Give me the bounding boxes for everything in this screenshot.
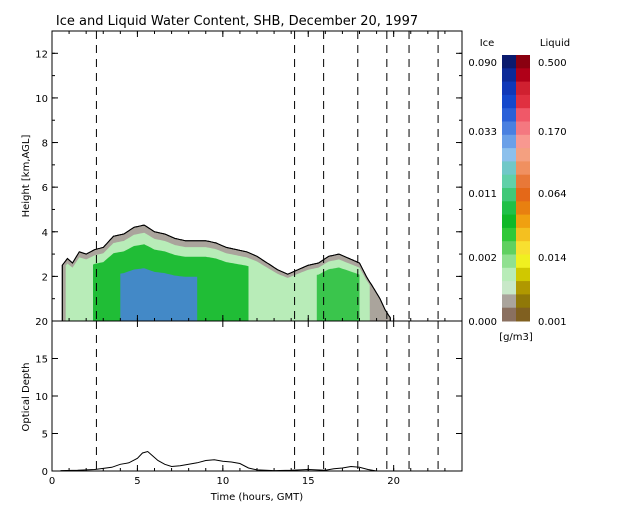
event-lines [95,321,439,471]
colorbar-liquid-swatch [516,307,530,322]
colorbar-unit: [g/m3] [499,332,533,343]
heatmap-layer [61,224,391,322]
colorbar-liquid-swatch [516,161,530,176]
x-tick-label: 15 [302,476,315,487]
colorbar-liquid-tick-label: 0.500 [538,58,567,69]
colorbar-ice-swatch [502,281,516,295]
chart-title: Ice and Liquid Water Content, SHB, Decem… [56,14,418,29]
colorbar-liquid-tick-label: 0.064 [538,189,567,200]
x-tick-label: 20 [387,476,400,487]
colorbar: Ice Liquid 0.090 0.033 0.011 0.002 0.000 0.50… [468,38,570,343]
x-tick-label: 10 [216,476,229,487]
bottom-y-axis-ticks: 0 5 10 15 20 [35,317,462,478]
colorbar-ice-swatch [502,188,516,202]
colorbar-ice-swatch [502,307,516,322]
colorbar-ice-swatch [502,214,516,229]
colorbar-liquid-swatch [516,121,530,136]
colorbar-ice-swatch [502,121,516,136]
colorbar-ice-swatch [502,68,516,83]
colorbar-ice-tick-label: 0.090 [468,58,497,69]
y-tick-label: 5 [42,430,48,441]
colorbar-liquid-tick-label: 0.014 [538,253,567,264]
colorbar-liquid-swatch [516,281,530,295]
top-y-axis-ticks: 2 4 6 8 10 12 [35,30,462,322]
y-tick-label: 8 [42,139,48,150]
colorbar-ice-swatch [502,241,516,255]
colorbar-liquid-swatch [516,68,530,83]
colorbar-liquid-swatch [516,227,530,242]
colorbar-ice-label: Ice [480,38,495,49]
colorbar-liquid-swatch [516,148,530,162]
colorbar-ice-tick-label: 0.002 [468,253,497,264]
colorbar-liquid-swatch [516,201,530,216]
colorbar-liquid-scale [516,55,530,322]
x-tick-label: 5 [134,476,140,487]
colorbar-liquid-swatch [516,55,530,69]
y-tick-label: 0 [42,467,48,478]
colorbar-ice-swatch [502,148,516,162]
cloud-top-outline [61,224,391,322]
colorbar-liquid-swatch [516,267,530,282]
cloud-region-high [120,268,198,321]
bottom-panel: 0 5 10 15 20 0 5 10 15 20 Time (hours, GMT) Opti… [21,317,463,503]
colorbar-liquid-swatch [516,254,530,269]
colorbar-ice-scale [502,55,516,322]
optical-depth-series-line [60,450,377,472]
colorbar-tick-labels: 0.090 0.033 0.011 0.002 0.000 0.500 0.170 0.064… [468,58,566,328]
colorbar-ice-swatch [502,55,516,69]
colorbar-ice-swatch [502,81,516,96]
y-tick-label: 2 [42,272,48,283]
y-tick-label: 15 [35,355,48,366]
bottom-y-axis-label: Optical Depth [21,363,32,432]
colorbar-liquid-swatch [516,108,530,122]
colorbar-liquid-swatch [516,174,530,189]
colorbar-liquid-tick-label: 0.170 [538,127,567,138]
y-tick-label: 10 [35,392,48,403]
colorbar-liquid-swatch [516,294,530,309]
colorbar-liquid-swatch [516,94,530,109]
bottom-x-axis-label: Time (hours, GMT) [210,492,304,503]
colorbar-liquid-swatch [516,81,530,96]
colorbar-liquid-swatch [516,241,530,255]
cloud-region-mid [316,267,360,321]
bottom-plot-frame [51,320,463,472]
colorbar-ice-tick-label: 0.011 [468,189,497,200]
colorbar-liquid-tick-label: 0.001 [538,317,567,328]
y-tick-label: 6 [42,183,48,194]
colorbar-ice-swatch [502,174,516,189]
colorbar-ice-tick-label: 0.033 [468,127,497,138]
colorbar-ice-swatch [502,294,516,309]
event-lines [95,31,439,321]
x-tick-label: 0 [49,476,55,487]
colorbar-ice-swatch [502,94,516,109]
y-tick-label: 12 [35,49,48,60]
colorbar-ice-swatch [502,108,516,122]
colorbar-liquid-label: Liquid [540,38,570,49]
y-tick-label: 4 [42,228,48,239]
colorbar-liquid-swatch [516,214,530,229]
y-tick-label: 10 [35,94,48,105]
colorbar-ice-swatch [502,267,516,282]
top-panel: 2 4 6 8 10 12 Ice and Liquid Water Content, S… [21,14,463,322]
colorbar-ice-swatch [502,227,516,242]
top-y-axis-label: Height [km,AGL] [21,135,32,218]
colorbar-ice-tick-label: 0.000 [468,317,497,328]
colorbar-liquid-swatch [516,188,530,202]
colorbar-ice-swatch [502,134,516,149]
colorbar-ice-swatch [502,254,516,269]
bottom-x-axis-ticks: 0 5 10 15 20 [49,321,463,487]
y-tick-label: 20 [35,317,48,328]
colorbar-ice-swatch [502,161,516,176]
colorbar-ice-swatch [502,201,516,216]
colorbar-liquid-swatch [516,134,530,149]
